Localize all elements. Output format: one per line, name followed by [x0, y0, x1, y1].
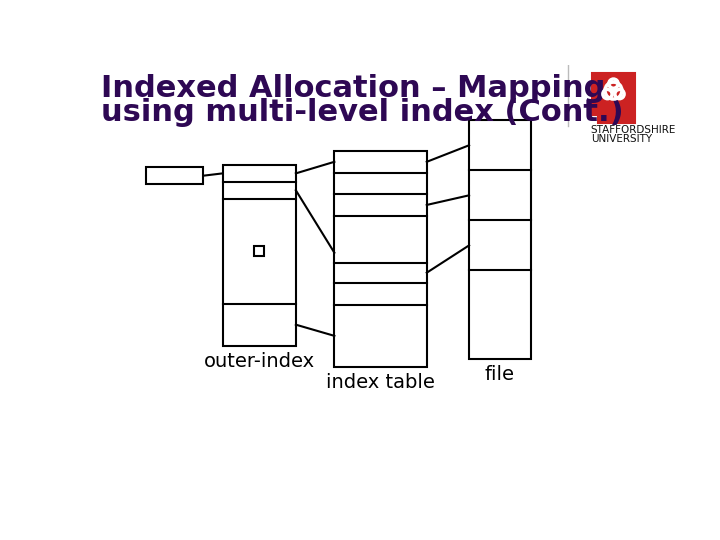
Bar	[598, 117, 634, 123]
Bar	[593, 72, 634, 115]
Bar	[469, 120, 531, 359]
Text: using multi-level index (Cont.): using multi-level index (Cont.)	[101, 98, 624, 127]
Text: file: file	[485, 365, 515, 384]
Text: index table: index table	[326, 373, 435, 392]
Text: UNIVERSITY: UNIVERSITY	[590, 134, 652, 144]
Text: Indexed Allocation – Mapping: Indexed Allocation – Mapping	[101, 74, 606, 103]
Text: outer-index: outer-index	[204, 352, 315, 371]
Text: STAFFORDSHIRE: STAFFORDSHIRE	[590, 125, 676, 135]
Bar	[145, 167, 204, 184]
Bar	[222, 165, 296, 346]
Bar	[254, 246, 264, 256]
Circle shape	[611, 88, 616, 93]
Bar	[334, 151, 427, 367]
